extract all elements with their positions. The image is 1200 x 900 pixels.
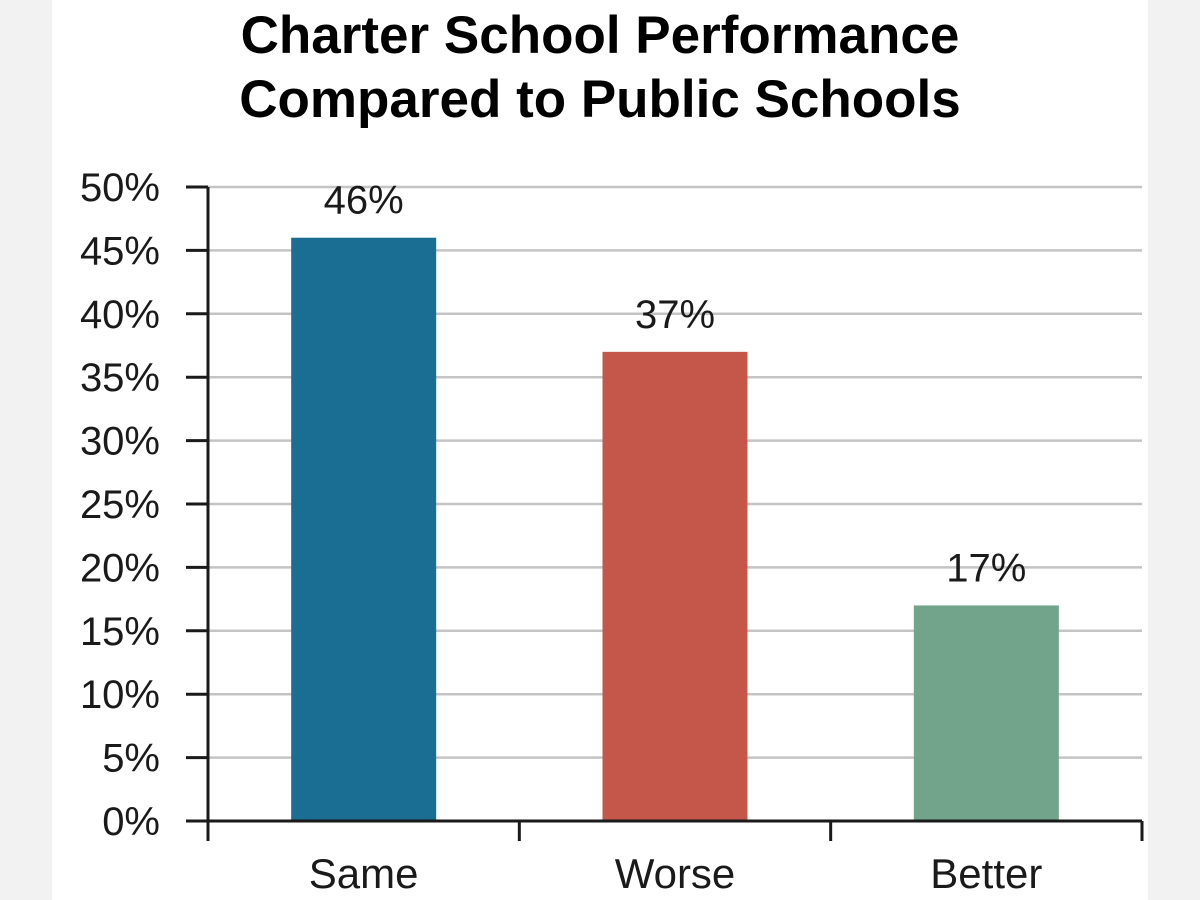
y-tick-label: 30% — [80, 420, 160, 464]
y-tick-label: 20% — [80, 546, 160, 590]
data-label: 46% — [324, 179, 404, 223]
y-tick-label: 0% — [102, 800, 160, 844]
y-tick-label: 15% — [80, 610, 160, 654]
x-tick-label: Same — [309, 850, 419, 897]
bars — [291, 237, 1059, 822]
y-tick-label: 10% — [80, 673, 160, 717]
data-label: 17% — [946, 546, 1026, 590]
data-label: 37% — [635, 293, 715, 337]
y-tick-label: 5% — [102, 737, 160, 781]
x-tick-label: Better — [930, 850, 1042, 897]
y-tick-label: 45% — [80, 229, 160, 273]
x-tick-label: Worse — [615, 850, 736, 897]
chart-title-line-1: Charter School Performance — [240, 6, 960, 65]
bar-same — [291, 237, 437, 822]
axes — [186, 185, 1144, 841]
chart-title-line-2: Compared to Public Schools — [239, 70, 961, 129]
y-tick-label: 50% — [80, 166, 160, 210]
chart-title: Charter School Performance Compared to P… — [0, 4, 1200, 132]
y-tick-label: 35% — [80, 356, 160, 400]
labels: 0% 5% 10% 15% 20% 25% 30% 35% 40% 45% 50% 46% Same 37… — [80, 166, 1042, 897]
bar-worse — [602, 351, 748, 821]
y-tick-label: 25% — [80, 483, 160, 527]
bar-better — [913, 605, 1059, 821]
y-tick-label: 40% — [80, 293, 160, 337]
